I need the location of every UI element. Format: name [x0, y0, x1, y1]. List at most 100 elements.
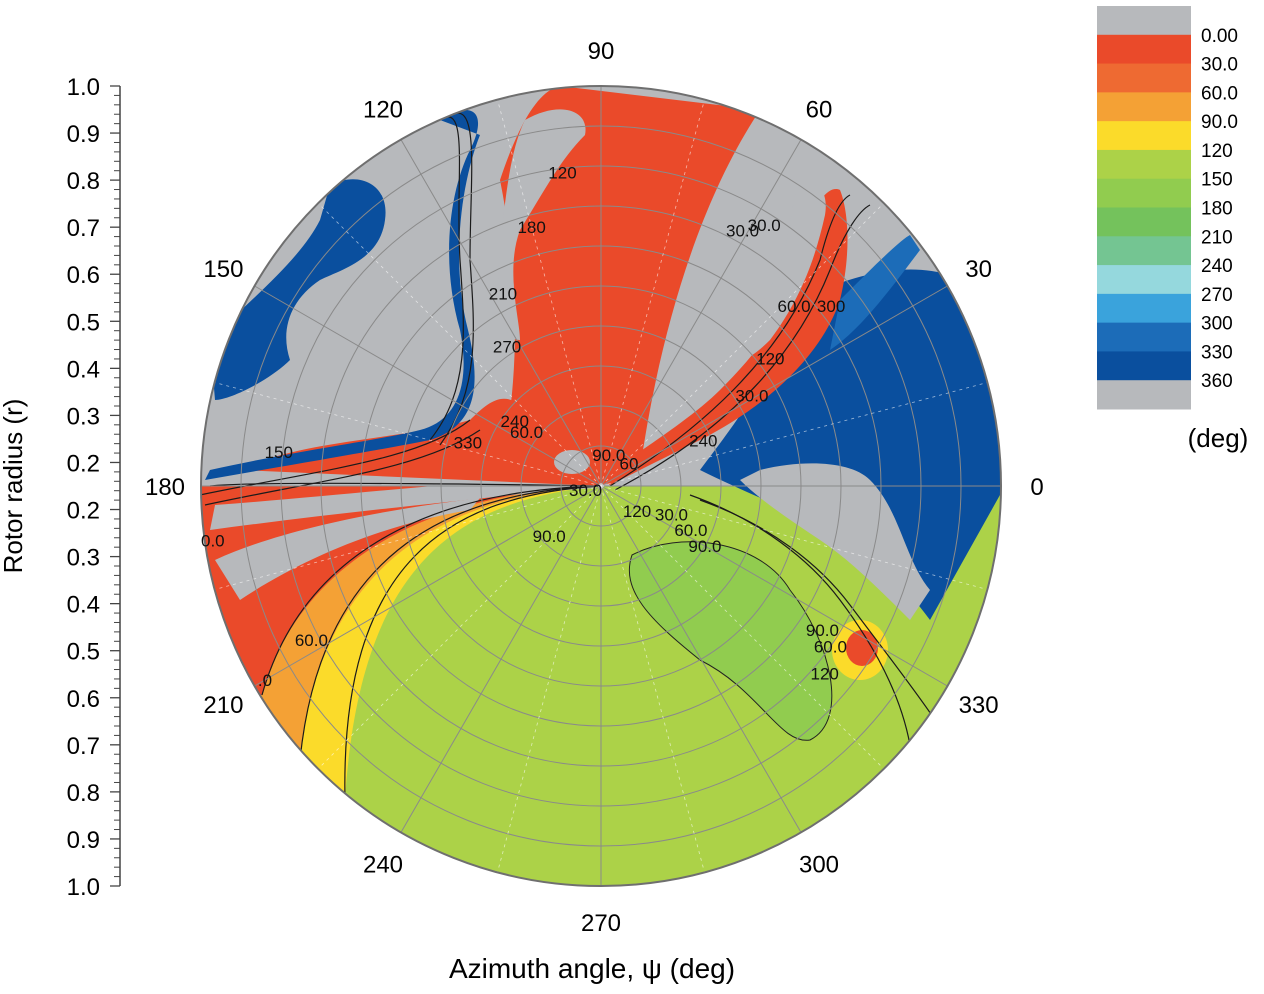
- colorbar-swatch: [1097, 92, 1191, 122]
- azimuth-tick-label: 240: [363, 852, 403, 879]
- grey-spot-top: [498, 109, 586, 340]
- grey-band-left-lower: [210, 478, 595, 530]
- region-300-330-right: [830, 235, 920, 350]
- contour-label: 90.0: [806, 621, 839, 640]
- colorbar-level-label: 90.0: [1201, 112, 1238, 133]
- colorbar-swatch: [1097, 265, 1191, 295]
- radius-axis: 1.0 0.9 0.8 0.7 0.6 0.5 0.4 0.3 0.2 0.2 0.3 0.4 0.5 0…: [67, 74, 121, 901]
- grid-spoke: [600, 485, 802, 833]
- radius-tick-label: 0.9: [67, 121, 100, 148]
- radius-tick-label: 0.5: [67, 639, 100, 666]
- azimuth-tick-label: 60: [806, 96, 833, 123]
- grid-spoke: [400, 485, 602, 833]
- y-axis-title: Rotor radius (r): [0, 399, 28, 574]
- colorbar-swatch: [1097, 207, 1191, 237]
- colorbar-level-label: 360: [1201, 371, 1233, 392]
- colorbar-swatch: [1097, 322, 1191, 352]
- contour-label: 60.0: [778, 297, 811, 316]
- region-0-30-top: [500, 86, 760, 486]
- contour-label: 90.0: [688, 537, 721, 556]
- colorbar-level-label: 180: [1201, 199, 1233, 220]
- grid-spoke: [600, 485, 948, 687]
- radius-tick-label: 0.2: [67, 450, 100, 477]
- contour-label: 30.0: [655, 505, 688, 524]
- contour-label: 330: [454, 434, 482, 453]
- colorbar-swatch: [1097, 6, 1191, 36]
- azimuth-tick-label: 330: [959, 692, 999, 719]
- contour-label: 120: [623, 502, 651, 521]
- region-150-180: [628, 541, 833, 741]
- radius-tick-label: 0.7: [67, 215, 100, 242]
- grey-band-left-lower-2: [215, 498, 480, 600]
- radius-tick-label: 1.0: [67, 74, 100, 101]
- colorbar-swatch: [1097, 63, 1191, 93]
- contour-label: 180: [517, 218, 545, 237]
- contour-label: 90.0: [533, 527, 566, 546]
- contour-label: 30.0: [748, 216, 781, 235]
- azimuth-tick-label: 300: [799, 852, 839, 879]
- contour-label: 120: [810, 665, 838, 684]
- colorbar-swatch: [1097, 380, 1191, 410]
- colorbar-swatch: [1097, 149, 1191, 180]
- colorbar-level-label: 210: [1201, 227, 1233, 248]
- colorbar-level-label: 240: [1201, 256, 1233, 277]
- grey-band-right: [740, 463, 930, 620]
- contour-label: 240: [501, 412, 529, 431]
- hotspot-0: [846, 630, 878, 666]
- region-330-360-left: [210, 179, 386, 400]
- grid-spoke: [254, 485, 602, 687]
- contour-label: 300: [817, 297, 845, 316]
- colorbar-level-label: 0.00: [1201, 26, 1238, 47]
- azimuth-tick-label: 270: [581, 910, 621, 937]
- colorbar-swatch: [1097, 236, 1191, 266]
- radius-tick-label: 0.9: [67, 827, 100, 854]
- colorbar-swatch: [1097, 351, 1191, 381]
- contour-label: 120: [756, 349, 784, 368]
- contour-label: 90.0: [592, 446, 625, 465]
- colorbar-level-label: 150: [1201, 170, 1233, 191]
- x-axis-title: Azimuth angle, ψ (deg): [449, 953, 735, 984]
- colorbar-swatch: [1097, 178, 1191, 208]
- colorbar-swatch: [1097, 34, 1191, 65]
- azimuth-tick-label: 180: [145, 474, 185, 501]
- grid-spoke: [254, 285, 602, 487]
- grey-spot-right-band: [720, 184, 826, 364]
- contour-label: 0.0: [201, 532, 225, 551]
- radius-axis-ticks: 1.0 0.9 0.8 0.7 0.6 0.5 0.4 0.3 0.2 0.2 0.3 0.4 0.5 0…: [67, 74, 120, 901]
- radius-tick-label: 0.3: [67, 545, 100, 572]
- grid-spoke: [400, 139, 602, 487]
- radius-tick-label: 0.4: [67, 356, 100, 383]
- radius-tick-label: 0.5: [67, 309, 100, 336]
- grid-spoke: [600, 285, 948, 487]
- grid-spoke: [600, 139, 802, 487]
- colorbar-level-label: 30.0: [1201, 55, 1238, 76]
- contour-label: 150: [265, 443, 293, 462]
- colorbar-swatch: [1097, 121, 1191, 151]
- contour-label: 240: [689, 431, 717, 450]
- radius-tick-label: 0.3: [67, 403, 100, 430]
- radius-tick-label: 0.6: [67, 262, 100, 289]
- contour-label: 60.0: [674, 521, 707, 540]
- azimuth-tick-label: 210: [203, 692, 243, 719]
- colorbar-unit: (deg): [1188, 423, 1249, 453]
- azimuth-tick-label: 120: [363, 96, 403, 123]
- colorbar: 0.00 30.0 60.0 90.0 120 150 180 210 240 270 300 330…: [1097, 6, 1238, 410]
- grey-spot-center: [554, 450, 590, 474]
- radius-tick-label: 0.2: [67, 498, 100, 525]
- colorbar-level-label: 120: [1201, 141, 1233, 162]
- contour-label: .0: [258, 671, 272, 690]
- colorbar-swatch: [1097, 293, 1191, 324]
- contour-label: 30.0: [735, 386, 768, 405]
- azimuth-tick-label: 0: [1030, 474, 1043, 501]
- radius-tick-label: 0.6: [67, 686, 100, 713]
- contour-label: 30.0: [569, 481, 602, 500]
- azimuth-tick-label: 90: [588, 38, 615, 65]
- region-0-30-left: [240, 398, 601, 486]
- contour-label: 120: [548, 163, 576, 182]
- polar-outer-circle: [200, 85, 1002, 887]
- azimuth-tick-labels: 0 30 60 90 120 150 180 210 240 270 300 330: [145, 38, 1044, 937]
- contour-label: 270: [493, 338, 521, 357]
- contour-label: 60: [620, 454, 639, 473]
